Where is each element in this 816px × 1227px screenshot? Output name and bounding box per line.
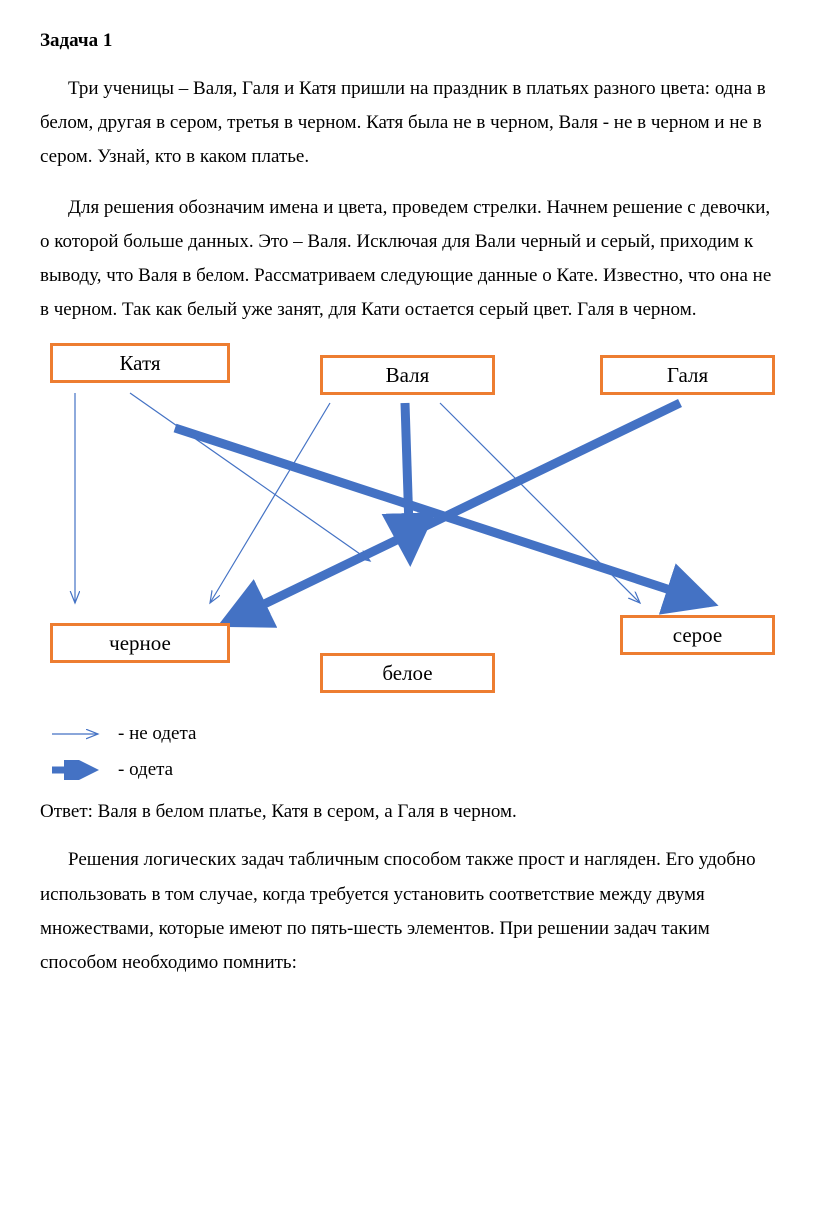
solution-explanation: Для решения обозначим имена и цвета, про… [40,191,776,328]
box-white: белое [320,653,495,693]
diagram: Катя Валя Галя черное белое серое [40,343,776,703]
box-white-label: белое [382,661,432,686]
box-katya: Катя [50,343,230,383]
box-valya: Валя [320,355,495,395]
legend-not-dressed: - не одета [50,723,776,745]
legend-not-dressed-label: - не одета [118,723,196,745]
thick-arrow-icon [50,760,110,780]
answer: Ответ: Валя в белом платье, Катя в сером… [40,801,776,823]
box-black: черное [50,623,230,663]
problem-statement: Три ученицы – Валя, Галя и Катя пришли н… [40,72,776,175]
box-black-label: черное [109,631,171,656]
table-method-paragraph: Решения логических задач табличным спосо… [40,843,776,980]
box-galya-label: Галя [667,363,708,388]
box-valya-label: Валя [386,363,430,388]
thin-arrow-icon [50,724,110,744]
box-katya-label: Катя [119,351,160,376]
box-galya: Галя [600,355,775,395]
task-title: Задача 1 [40,30,776,52]
legend-dressed-label: - одета [118,759,173,781]
legend-dressed: - одета [50,759,776,781]
box-grey: серое [620,615,775,655]
legend: - не одета - одета [40,723,776,781]
box-grey-label: серое [673,623,722,648]
